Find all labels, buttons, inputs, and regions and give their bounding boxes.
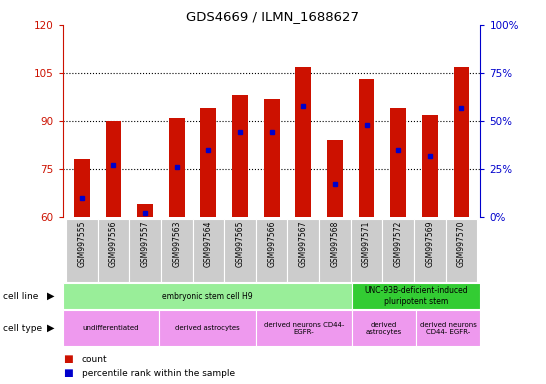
Bar — [232, 95, 248, 217]
Bar — [256, 310, 352, 346]
Text: derived
astrocytes: derived astrocytes — [366, 322, 402, 334]
Bar — [169, 118, 185, 217]
Bar — [256, 219, 287, 282]
Bar — [74, 159, 90, 217]
Text: GSM997556: GSM997556 — [109, 221, 118, 267]
Bar — [159, 310, 256, 346]
Bar — [454, 66, 470, 217]
Bar — [295, 66, 311, 217]
Bar — [137, 204, 153, 217]
Text: derived neurons
CD44- EGFR-: derived neurons CD44- EGFR- — [420, 322, 477, 334]
Bar — [351, 219, 382, 282]
Text: GSM997564: GSM997564 — [204, 221, 213, 267]
Text: undifferentiated: undifferentiated — [83, 325, 139, 331]
Bar — [63, 283, 352, 309]
Text: embryonic stem cell H9: embryonic stem cell H9 — [162, 291, 253, 301]
Bar — [359, 79, 375, 217]
Text: GSM997567: GSM997567 — [299, 221, 308, 267]
Text: count: count — [82, 354, 108, 364]
Text: GSM997571: GSM997571 — [362, 221, 371, 267]
Bar — [224, 219, 256, 282]
Bar — [264, 99, 280, 217]
Bar — [66, 219, 98, 282]
Text: GSM997563: GSM997563 — [172, 221, 181, 267]
Bar — [327, 140, 343, 217]
Text: ▶: ▶ — [47, 291, 55, 301]
Bar — [161, 219, 193, 282]
Text: cell line: cell line — [3, 291, 38, 301]
Bar — [98, 219, 129, 282]
Bar — [352, 283, 480, 309]
Bar — [416, 310, 480, 346]
Text: derived neurons CD44-
EGFR-: derived neurons CD44- EGFR- — [264, 322, 344, 334]
Text: GSM997568: GSM997568 — [330, 221, 340, 267]
Text: ■: ■ — [63, 354, 73, 364]
Bar — [390, 108, 406, 217]
Bar — [129, 219, 161, 282]
Text: GSM997570: GSM997570 — [457, 221, 466, 267]
Bar — [382, 219, 414, 282]
Bar — [63, 310, 159, 346]
Bar — [287, 219, 319, 282]
Bar — [422, 114, 438, 217]
Text: cell type: cell type — [3, 324, 42, 333]
Text: GSM997557: GSM997557 — [140, 221, 150, 267]
Text: GDS4669 / ILMN_1688627: GDS4669 / ILMN_1688627 — [187, 10, 359, 23]
Bar — [446, 219, 477, 282]
Bar — [105, 121, 121, 217]
Text: UNC-93B-deficient-induced
pluripotent stem: UNC-93B-deficient-induced pluripotent st… — [364, 286, 468, 306]
Text: percentile rank within the sample: percentile rank within the sample — [82, 369, 235, 378]
Text: GSM997555: GSM997555 — [78, 221, 86, 267]
Bar — [414, 219, 446, 282]
Text: GSM997572: GSM997572 — [394, 221, 403, 267]
Bar — [200, 108, 216, 217]
Text: derived astrocytes: derived astrocytes — [175, 325, 240, 331]
Text: GSM997569: GSM997569 — [425, 221, 435, 267]
Text: ▶: ▶ — [47, 323, 55, 333]
Text: GSM997566: GSM997566 — [267, 221, 276, 267]
Bar — [319, 219, 351, 282]
Text: GSM997565: GSM997565 — [235, 221, 245, 267]
Bar — [352, 310, 416, 346]
Text: ■: ■ — [63, 368, 73, 378]
Bar — [193, 219, 224, 282]
